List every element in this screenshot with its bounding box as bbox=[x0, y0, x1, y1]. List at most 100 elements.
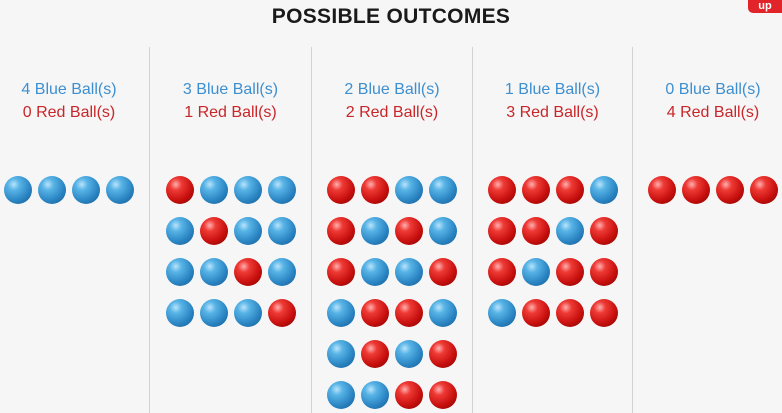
blue-ball bbox=[38, 176, 66, 204]
blue-ball bbox=[4, 176, 32, 204]
blue-ball bbox=[395, 176, 423, 204]
red-ball bbox=[555, 299, 584, 327]
red-ball bbox=[487, 217, 516, 245]
ball-row bbox=[0, 176, 149, 217]
red-ball bbox=[199, 217, 228, 245]
red-ball bbox=[395, 299, 423, 327]
blue-count-label: 1 Blue Ball(s) bbox=[504, 81, 601, 98]
red-ball bbox=[589, 299, 618, 327]
outcome-label: 4 Blue Ball(s) 0 Red Ball(s) bbox=[0, 78, 149, 124]
blue-ball bbox=[199, 258, 228, 286]
blue-ball bbox=[395, 258, 423, 286]
red-ball bbox=[589, 217, 618, 245]
ball-row bbox=[473, 176, 632, 217]
ball-row bbox=[473, 299, 632, 340]
blue-ball bbox=[165, 217, 194, 245]
red-ball bbox=[267, 299, 296, 327]
outcome-label: 1 Blue Ball(s) 3 Red Ball(s) bbox=[473, 78, 632, 124]
blue-ball bbox=[165, 258, 194, 286]
blue-ball bbox=[361, 258, 389, 286]
blue-ball bbox=[487, 299, 516, 327]
red-ball bbox=[716, 176, 744, 204]
outcome-label: 0 Blue Ball(s) 4 Red Ball(s) bbox=[633, 78, 782, 124]
blue-ball bbox=[361, 381, 389, 409]
red-count-label: 4 Red Ball(s) bbox=[666, 104, 760, 121]
ball-row bbox=[150, 217, 311, 258]
blue-ball bbox=[361, 217, 389, 245]
blue-ball bbox=[267, 258, 296, 286]
blue-count-label: 0 Blue Ball(s) bbox=[665, 81, 761, 98]
column-divider bbox=[311, 47, 312, 413]
blue-ball bbox=[429, 176, 457, 204]
ball-grid bbox=[473, 176, 632, 340]
ball-grid bbox=[0, 176, 149, 217]
outcome-column-1-blue: 1 Blue Ball(s) 3 Red Ball(s) bbox=[473, 0, 632, 413]
red-ball bbox=[555, 176, 584, 204]
ball-row bbox=[312, 217, 472, 258]
ball-row bbox=[312, 299, 472, 340]
red-ball bbox=[327, 176, 355, 204]
ball-row bbox=[312, 176, 472, 217]
ball-grid bbox=[312, 176, 472, 413]
blue-ball bbox=[233, 217, 262, 245]
ball-row bbox=[312, 381, 472, 413]
blue-ball bbox=[327, 299, 355, 327]
red-ball bbox=[429, 258, 457, 286]
blue-ball bbox=[521, 258, 550, 286]
red-ball bbox=[233, 258, 262, 286]
ball-row bbox=[312, 258, 472, 299]
blue-count-label: 3 Blue Ball(s) bbox=[182, 81, 279, 98]
red-count-label: 2 Red Ball(s) bbox=[345, 104, 439, 121]
column-divider bbox=[472, 47, 473, 413]
blue-ball bbox=[589, 176, 618, 204]
blue-ball bbox=[165, 299, 194, 327]
red-count-label: 3 Red Ball(s) bbox=[506, 104, 599, 121]
red-ball bbox=[589, 258, 618, 286]
blue-ball bbox=[327, 340, 355, 368]
red-ball bbox=[361, 340, 389, 368]
blue-ball bbox=[555, 217, 584, 245]
blue-ball bbox=[106, 176, 134, 204]
ball-row bbox=[633, 176, 782, 217]
blue-ball bbox=[199, 299, 228, 327]
ball-row bbox=[150, 258, 311, 299]
red-ball bbox=[429, 340, 457, 368]
outcome-column-3-blue: 3 Blue Ball(s) 1 Red Ball(s) bbox=[150, 0, 311, 413]
column-divider bbox=[632, 47, 633, 413]
red-ball bbox=[165, 176, 194, 204]
blue-ball bbox=[267, 217, 296, 245]
red-ball bbox=[521, 299, 550, 327]
outcome-label: 3 Blue Ball(s) 1 Red Ball(s) bbox=[150, 78, 311, 124]
blue-ball bbox=[429, 217, 457, 245]
outcome-label: 2 Blue Ball(s) 2 Red Ball(s) bbox=[312, 78, 472, 124]
red-ball bbox=[395, 217, 423, 245]
blue-ball bbox=[233, 299, 262, 327]
red-count-label: 1 Red Ball(s) bbox=[184, 104, 277, 121]
blue-count-label: 2 Blue Ball(s) bbox=[344, 81, 440, 98]
outcome-column-2-blue: 2 Blue Ball(s) 2 Red Ball(s) bbox=[312, 0, 472, 413]
red-ball bbox=[682, 176, 710, 204]
blue-ball bbox=[395, 340, 423, 368]
brand-logo: up bbox=[748, 0, 782, 13]
red-ball bbox=[750, 176, 778, 204]
red-ball bbox=[361, 176, 389, 204]
red-ball bbox=[487, 258, 516, 286]
blue-ball bbox=[327, 381, 355, 409]
ball-row bbox=[473, 217, 632, 258]
column-divider bbox=[149, 47, 150, 413]
blue-count-label: 4 Blue Ball(s) bbox=[21, 81, 117, 98]
ball-grid bbox=[150, 176, 311, 340]
red-ball bbox=[327, 258, 355, 286]
blue-ball bbox=[267, 176, 296, 204]
ball-row bbox=[150, 176, 311, 217]
red-ball bbox=[487, 176, 516, 204]
blue-ball bbox=[233, 176, 262, 204]
ball-row bbox=[473, 258, 632, 299]
red-ball bbox=[395, 381, 423, 409]
red-ball bbox=[521, 176, 550, 204]
red-ball bbox=[555, 258, 584, 286]
page-title: POSSIBLE OUTCOMES bbox=[271, 5, 511, 28]
red-ball bbox=[327, 217, 355, 245]
blue-ball bbox=[72, 176, 100, 204]
red-count-label: 0 Red Ball(s) bbox=[22, 104, 116, 121]
